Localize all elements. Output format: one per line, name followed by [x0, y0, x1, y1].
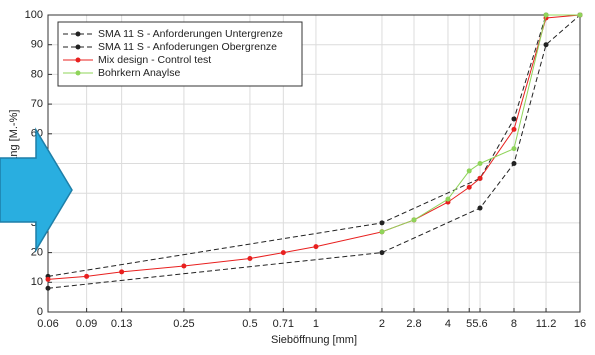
- data-point: [379, 229, 385, 235]
- x-tick-label: 4: [445, 318, 451, 330]
- data-point: [477, 205, 483, 211]
- y-tick-label: 0: [37, 306, 43, 318]
- data-point: [511, 161, 517, 166]
- data-point: [477, 175, 483, 181]
- legend-label: SMA 11 S - Anfoderungen Obergrenze: [98, 41, 277, 53]
- data-point: [466, 184, 472, 190]
- data-point: [511, 116, 517, 122]
- data-point: [379, 250, 385, 256]
- legend-marker: [75, 44, 81, 50]
- legend-label: SMA 11 S - Anforderungen Untergrenze: [98, 28, 283, 40]
- x-tick-label: 0.06: [37, 318, 58, 330]
- data-point: [379, 220, 385, 226]
- data-point: [445, 196, 451, 202]
- data-point: [119, 269, 125, 275]
- data-point: [477, 161, 483, 166]
- y-tick-label: 90: [31, 39, 43, 51]
- data-point: [577, 12, 583, 18]
- data-point: [84, 273, 90, 279]
- data-point: [466, 168, 472, 174]
- y-tick-label: 20: [31, 247, 43, 259]
- legend-marker: [75, 31, 81, 37]
- x-tick-label: 11.2: [536, 318, 557, 330]
- series-line: [381, 14, 580, 233]
- data-point: [313, 244, 319, 250]
- data-point: [543, 42, 549, 48]
- x-tick-label: 0.71: [273, 318, 294, 330]
- data-point: [45, 276, 51, 282]
- legend-marker: [75, 57, 81, 63]
- y-tick-label: 10: [31, 276, 43, 288]
- x-axis-label: Sieböffnung [mm]: [271, 334, 357, 346]
- data-point: [543, 12, 549, 18]
- x-tick-label: 16: [574, 318, 586, 330]
- data-point: [45, 285, 51, 291]
- x-tick-label: 1: [313, 318, 319, 330]
- arrow-overlay: [0, 127, 73, 253]
- y-tick-label: 100: [25, 9, 43, 21]
- data-point: [181, 263, 187, 269]
- x-tick-label: 0.13: [111, 318, 132, 330]
- x-tick-label: 2: [379, 318, 385, 330]
- x-tick-label: 8: [511, 318, 517, 330]
- legend-marker: [75, 70, 81, 76]
- x-tick-label: 0.5: [242, 318, 257, 330]
- y-tick-label: 80: [31, 68, 43, 80]
- x-tick-label: 5.6: [472, 318, 487, 330]
- data-point: [511, 146, 517, 152]
- data-point: [247, 256, 253, 262]
- x-tick-label: 2.8: [406, 318, 421, 330]
- data-point: [280, 250, 286, 256]
- x-tick-label: 5: [466, 318, 472, 330]
- x-tick-label: 0.09: [76, 318, 97, 330]
- data-point: [511, 126, 517, 132]
- legend-box: [57, 21, 303, 87]
- legend-label: Bohrkern Anaylse: [98, 67, 180, 79]
- y-tick-label: 70: [31, 98, 43, 110]
- legend-label: Mix design - Control test: [98, 54, 211, 66]
- x-tick-label: 0.25: [173, 318, 194, 330]
- data-point: [411, 217, 417, 223]
